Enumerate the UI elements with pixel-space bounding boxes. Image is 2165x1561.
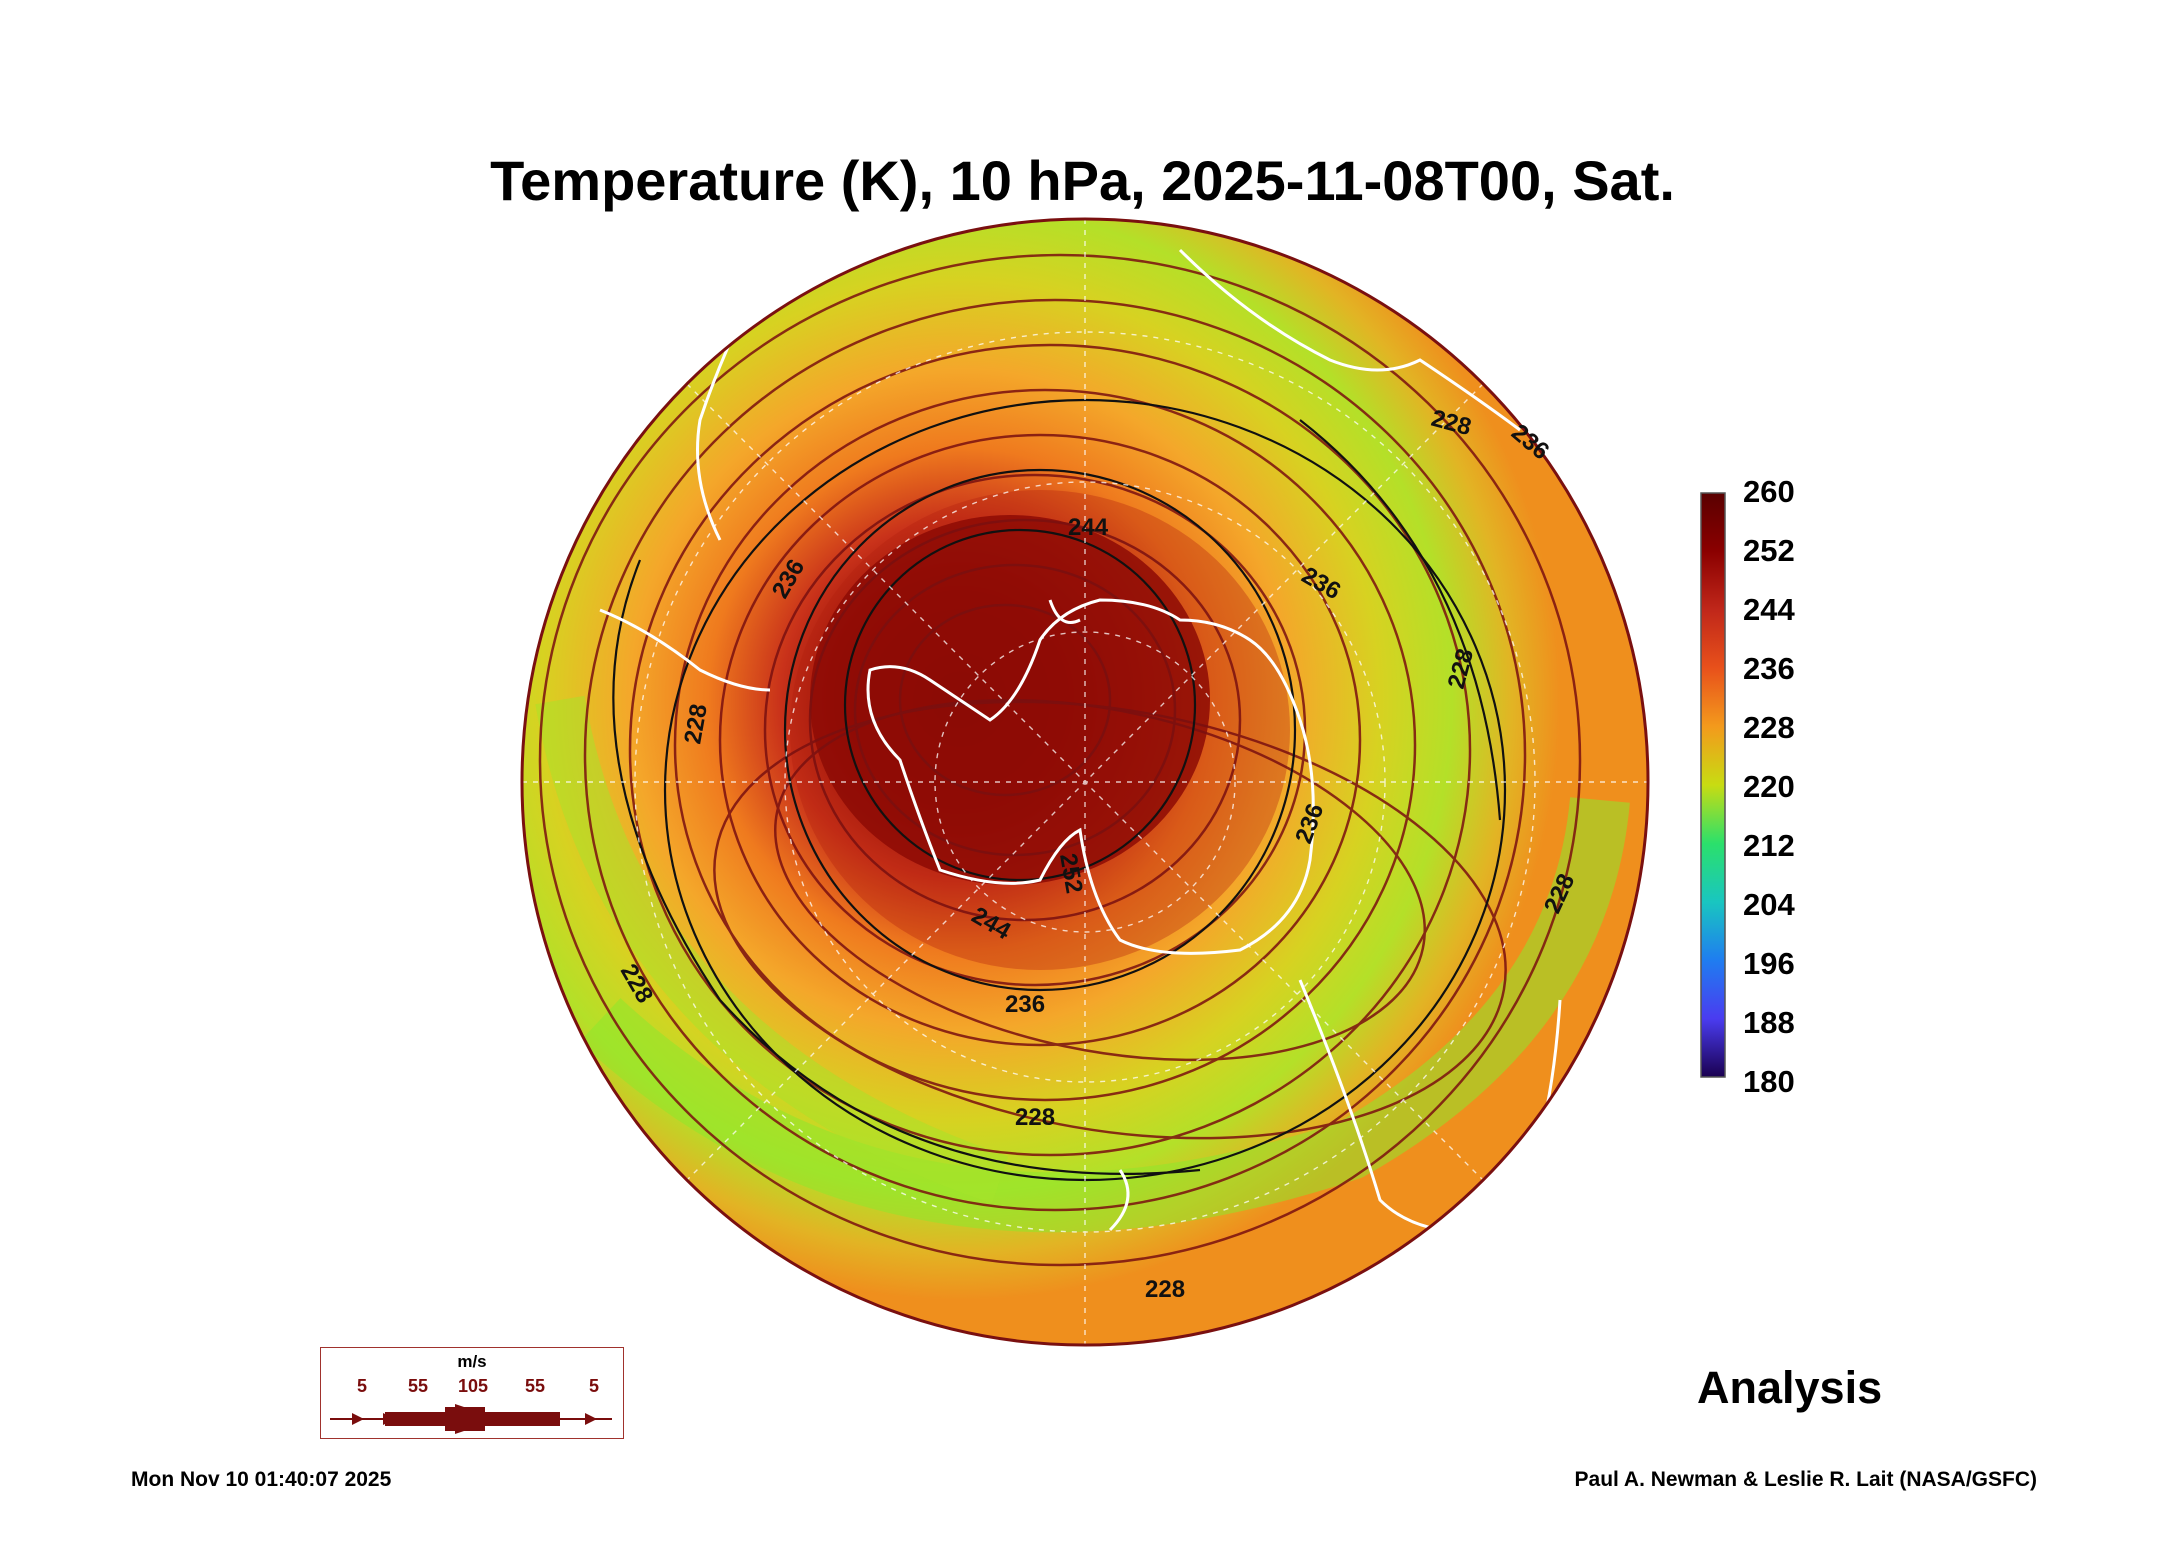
map-disc (522, 219, 1648, 1345)
wind-legend-value: 55 (524, 1376, 546, 1396)
colorbar-tick: 228 (1743, 710, 1795, 745)
colorbar-tick: 252 (1743, 533, 1795, 568)
contour-label: 236 (1005, 991, 1045, 1018)
colorbar-tick: 180 (1743, 1064, 1795, 1099)
footer-credit: Paul A. Newman & Leslie R. Lait (NASA/GS… (1574, 1468, 2037, 1491)
map-title: Temperature (K), 10 hPa, 2025-11-08T00, … (490, 149, 1675, 212)
contour-label: 228 (1015, 1104, 1055, 1131)
colorbar-tick: 196 (1743, 946, 1795, 981)
wind-legend-value: 105 (457, 1376, 489, 1396)
colorbar-tick: 204 (1743, 887, 1795, 922)
analysis-label: Analysis (1697, 1362, 1883, 1413)
colorbar-tick: 236 (1743, 651, 1795, 686)
wind-legend: m/s 5 55 105 55 5 (320, 1347, 624, 1439)
contour-label: 244 (1068, 514, 1109, 541)
colorbar-scale (1700, 492, 1726, 1078)
footer-timestamp: Mon Nov 10 01:40:07 2025 (131, 1468, 392, 1491)
wind-legend-unit: m/s (457, 1352, 487, 1371)
colorbar-tick: 260 (1743, 474, 1795, 509)
colorbar-tick: 220 (1743, 769, 1795, 804)
wind-legend-value: 5 (356, 1376, 368, 1396)
wind-legend-value: 5 (588, 1376, 600, 1396)
colorbar-tick: 188 (1743, 1005, 1795, 1040)
wind-speed-glyph (330, 1404, 612, 1434)
map-disc-border (520, 217, 1650, 1347)
colorbar-tick: 244 (1743, 592, 1795, 627)
colorbar-tick: 212 (1743, 828, 1795, 863)
graticule (522, 219, 1648, 1345)
contour-label: 228 (1145, 1276, 1185, 1303)
wind-legend-value: 55 (407, 1376, 429, 1396)
wind-streamlines (538, 253, 1582, 1267)
